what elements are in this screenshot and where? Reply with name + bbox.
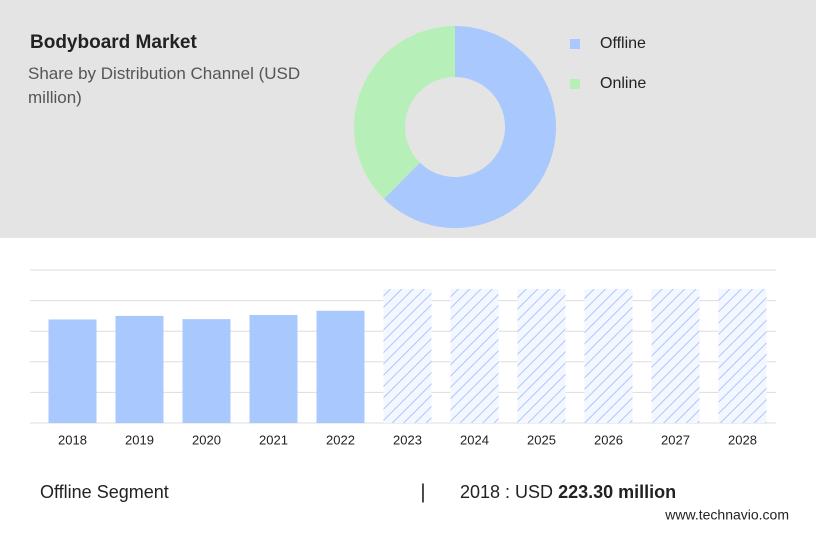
x-tick-label: 2025 [527,432,556,447]
bar [182,319,231,423]
bar [115,315,164,423]
x-tick-label: 2020 [192,432,221,447]
x-tick-label: 2028 [728,432,757,447]
forecast-bar [517,289,566,423]
donut-slice [354,25,455,199]
x-tick-label: 2026 [594,432,623,447]
forecast-bar [584,289,633,423]
legend-label: Offline [600,35,646,52]
donut-slice [384,26,556,228]
x-tick-label: 2023 [393,432,422,447]
footer-value-text: 2018 : USD 223.30 million [460,482,676,502]
subtitle-box: Share by Distribution Channel (USD milli… [28,64,301,107]
chart-subtitle: Share by Distribution Channel (USD milli… [28,64,301,107]
forecast-bar [450,289,499,423]
footer-separator: | [420,481,425,503]
forecast-bar [651,289,700,423]
x-tick-label: 2024 [460,432,489,447]
bar [249,314,298,423]
x-tick-label: 2022 [326,432,355,447]
forecast-bar [718,289,767,423]
legend-label: Online [600,75,646,92]
x-tick-label: 2027 [661,432,690,447]
legend-swatch [570,39,580,49]
forecast-bar [383,289,432,423]
chart-title: Bodyboard Market [30,32,197,53]
bar [48,319,97,423]
footer-segment: Offline Segment [40,482,169,502]
bar [316,310,365,423]
x-tick-label: 2021 [259,432,288,447]
source: www.technavio.com [664,507,789,523]
x-tick-label: 2019 [125,432,154,447]
footer-value: 223.30 million [558,482,676,502]
legend-swatch [570,79,580,89]
x-tick-label: 2018 [58,432,87,447]
footer-lead: 2018 : USD [460,482,553,502]
